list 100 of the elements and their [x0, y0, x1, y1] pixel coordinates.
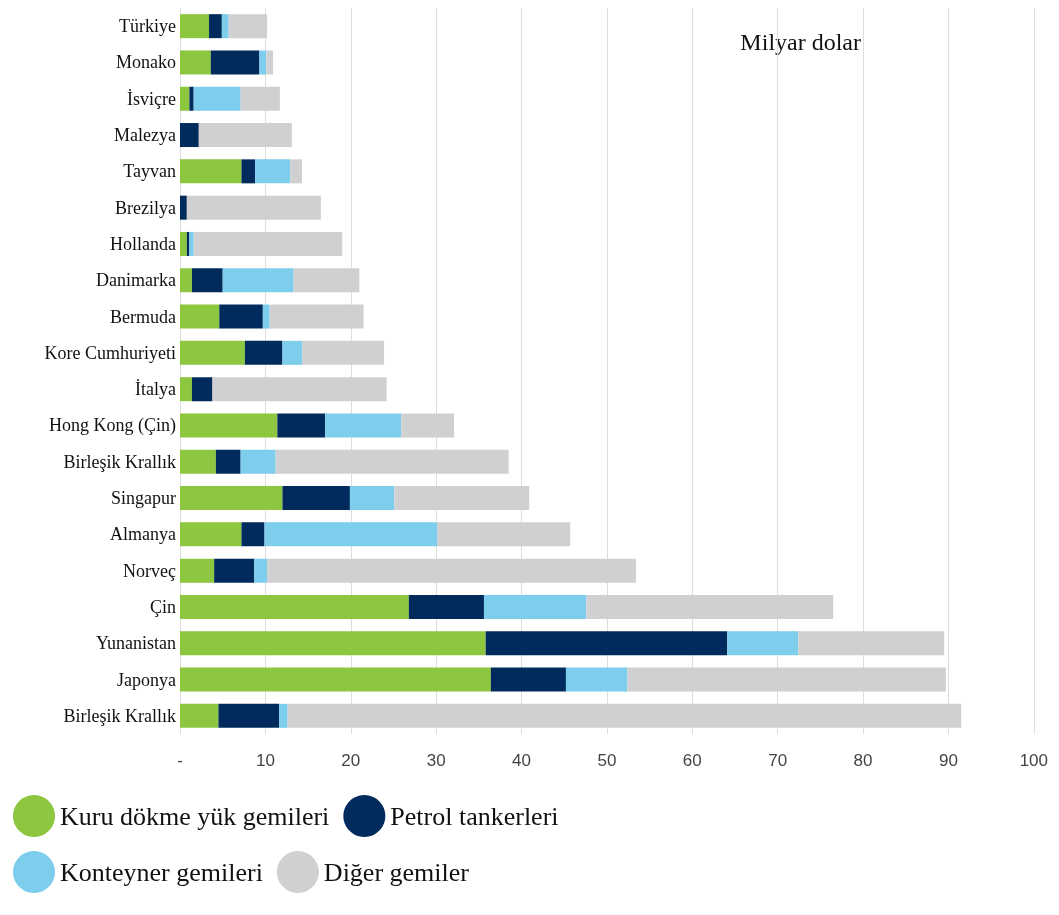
bar: [244, 340, 283, 365]
bar: [180, 14, 210, 39]
bar: [215, 449, 241, 474]
bar: [401, 413, 455, 438]
bar: [266, 50, 274, 75]
y-tick-label: Brezilya: [115, 197, 176, 218]
legend-label: Petrol tankerleri: [390, 801, 559, 831]
y-tick-label: Japonya: [117, 669, 177, 690]
bar: [302, 340, 385, 365]
bar: [408, 594, 484, 619]
bar: [264, 522, 437, 547]
bar: [228, 14, 268, 39]
bar: [349, 486, 395, 511]
bar: [186, 195, 321, 220]
bar: [282, 340, 303, 365]
bar: [254, 558, 268, 583]
y-tick-label: Malezya: [114, 125, 176, 146]
bar: [189, 86, 194, 111]
x-tick-label: 10: [255, 751, 275, 770]
bar: [191, 377, 213, 402]
bar: [180, 340, 245, 365]
bar: [241, 522, 265, 547]
bar: [180, 413, 278, 438]
bar: [586, 594, 834, 619]
y-tick-label: Danimarka: [96, 270, 176, 291]
bar: [627, 667, 946, 692]
x-tick-label: 40: [512, 751, 531, 770]
bar: [262, 304, 270, 329]
y-tick-label: Monako: [116, 52, 176, 73]
bar: [279, 703, 288, 728]
y-tick-label: Hollanda: [110, 233, 177, 254]
x-tick-label: -: [177, 751, 183, 770]
bar: [214, 558, 255, 583]
bar: [218, 703, 280, 728]
bar: [727, 631, 799, 656]
bar: [240, 449, 276, 474]
bar: [180, 594, 409, 619]
annotation: Milyar dolar: [740, 29, 862, 55]
bar: [180, 449, 216, 474]
bar: [180, 377, 192, 402]
bar: [490, 667, 566, 692]
x-tick-label: 30: [426, 751, 446, 770]
bar: [180, 268, 192, 293]
bar: [287, 703, 962, 728]
y-tick-label: Türkiye: [119, 16, 177, 37]
bar: [180, 631, 486, 656]
y-tick-label: Tayvan: [123, 161, 176, 182]
bar: [277, 413, 326, 438]
bar: [191, 268, 223, 293]
bar: [180, 231, 187, 256]
bar: [193, 231, 343, 256]
bar: [255, 159, 291, 184]
bar: [290, 159, 303, 184]
bar: [269, 304, 364, 329]
y-tick-label: Bermuda: [110, 306, 177, 327]
y-tick-label: Almanya: [110, 524, 177, 545]
bar: [180, 50, 211, 75]
bar: [259, 50, 267, 75]
x-tick-label: 70: [768, 751, 788, 770]
bar: [293, 268, 360, 293]
bar: [212, 377, 387, 402]
x-tick-label: 20: [341, 751, 361, 770]
x-tick-label: 90: [938, 751, 958, 770]
bar: [221, 14, 229, 39]
bar: [437, 522, 571, 547]
y-tick-label: Singapur: [111, 488, 176, 509]
y-tick-label: İsviçre: [127, 88, 176, 109]
bar: [240, 86, 280, 111]
bar: [180, 703, 219, 728]
bar: [275, 449, 509, 474]
y-tick-label: Yunanistan: [96, 633, 176, 654]
bar: [485, 631, 728, 656]
bar: [222, 268, 294, 293]
bar: [180, 486, 283, 511]
bar: [282, 486, 350, 511]
bar: [180, 159, 242, 184]
bar: [219, 304, 263, 329]
legend-label: Konteyner gemileri: [60, 857, 263, 887]
bar: [193, 86, 241, 111]
x-tick-label: 100: [1019, 751, 1049, 770]
bar: [180, 522, 242, 547]
bar: [241, 159, 256, 184]
bar: [325, 413, 402, 438]
bar: [394, 486, 530, 511]
bar: [267, 558, 636, 583]
bar: [483, 594, 587, 619]
y-tick-label: Norveç: [123, 560, 176, 581]
bar: [189, 231, 194, 256]
bar: [180, 558, 215, 583]
bar: [565, 667, 628, 692]
x-tick-label: 50: [597, 751, 617, 770]
y-tick-label: Birleşik Krallık: [63, 451, 176, 472]
bar: [798, 631, 945, 656]
y-tick-label: Birleşik Krallık: [63, 705, 176, 726]
x-tick-label: 60: [682, 751, 702, 770]
bar: [209, 14, 222, 39]
y-tick-label: Çin: [149, 596, 176, 617]
bar: [198, 123, 292, 148]
bar: [180, 304, 220, 329]
legend-label: Diğer gemiler: [323, 857, 470, 887]
